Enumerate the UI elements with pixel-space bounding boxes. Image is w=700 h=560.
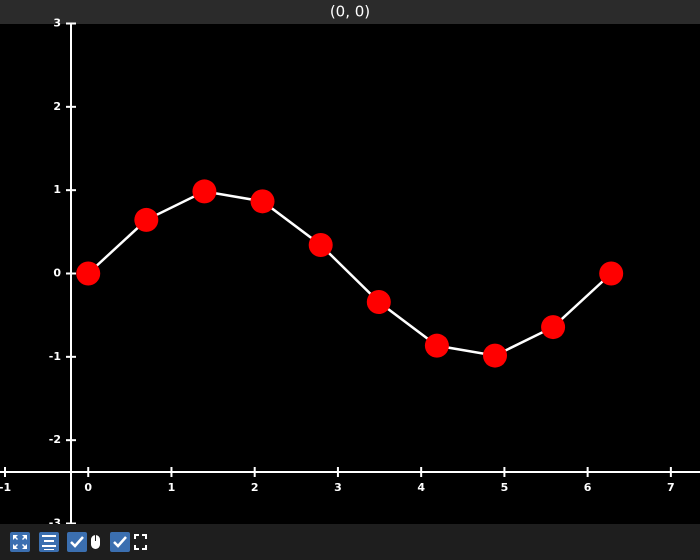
data-point — [424, 333, 449, 358]
data-point — [192, 179, 217, 204]
data-point — [76, 261, 101, 286]
data-point — [541, 315, 566, 340]
x-tick-label: 7 — [667, 481, 675, 494]
x-tick-label: 1 — [168, 481, 176, 494]
data-point — [308, 233, 333, 257]
x-tick-label: 2 — [251, 481, 259, 494]
y-tick-label: 3 — [53, 17, 61, 30]
window-title: (0, 0) — [330, 3, 370, 21]
data-point — [366, 290, 391, 314]
data-point — [134, 207, 159, 232]
x-tick-label: 6 — [584, 481, 592, 494]
y-tick-label: -2 — [49, 433, 61, 446]
y-tick-label: -1 — [49, 350, 61, 363]
x-tick-label: 4 — [417, 481, 425, 494]
data-point — [599, 261, 624, 286]
x-tick-label: 0 — [84, 481, 92, 494]
data-point — [250, 189, 275, 214]
toolbar — [0, 524, 700, 560]
x-tick-label: 3 — [334, 481, 342, 494]
fit-button[interactable] — [10, 532, 30, 552]
x-tick-label: 5 — [501, 481, 509, 494]
align-button[interactable] — [39, 532, 59, 552]
title-bar — [0, 0, 700, 24]
y-tick-label: 0 — [53, 267, 61, 280]
mouse-toggle[interactable] — [67, 532, 100, 552]
x-tick-label: -1 — [0, 481, 11, 494]
y-tick-label: 2 — [53, 100, 61, 113]
fullscreen-toggle[interactable] — [110, 532, 147, 552]
data-point — [482, 343, 507, 368]
data-line — [87, 190, 613, 357]
y-tick-label: 1 — [53, 183, 61, 196]
